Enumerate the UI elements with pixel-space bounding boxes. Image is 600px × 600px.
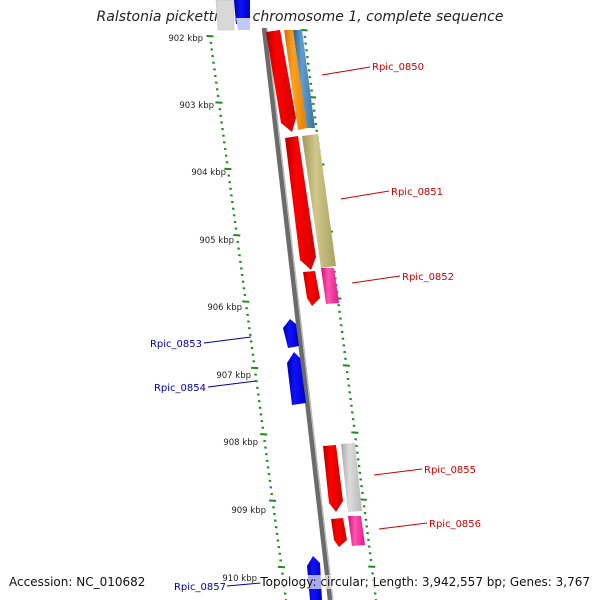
label-rpic-0851[interactable]: Rpic_0851 — [391, 187, 443, 198]
gene-labels: Rpic_0850 Rpic_0851 Rpic_0852 Rpic_0853 … — [150, 62, 481, 593]
chromosome-backbone — [261, 27, 334, 600]
gene-rpic-0853[interactable] — [283, 319, 299, 348]
tick-label: 905 kbp — [199, 236, 234, 246]
top-partial-genes — [215, 0, 250, 31]
gene-rpic-0851[interactable] — [285, 134, 336, 270]
tick-label: 903 kbp — [179, 101, 214, 111]
label-leaders — [203, 66, 428, 587]
label-rpic-0852[interactable]: Rpic_0852 — [402, 272, 454, 283]
gene-rpic-0854[interactable] — [287, 352, 306, 405]
gene-rpic-0852[interactable] — [303, 268, 339, 306]
tick-label: 908 kbp — [223, 438, 258, 448]
accession-text: Accession: NC_010682 — [9, 575, 146, 589]
gene-rpic-0856[interactable] — [331, 516, 365, 547]
label-rpic-0856[interactable]: Rpic_0856 — [429, 519, 481, 530]
label-rpic-0857[interactable]: Rpic_0857 — [174, 582, 226, 593]
kbp-labels: 902 kbp 903 kbp 904 kbp 905 kbp 906 kbp … — [168, 34, 266, 584]
label-rpic-0855[interactable]: Rpic_0855 — [424, 465, 476, 476]
gene-rpic-0855[interactable] — [323, 443, 362, 512]
label-rpic-0853[interactable]: Rpic_0853 — [150, 339, 202, 350]
label-rpic-0850[interactable]: Rpic_0850 — [372, 62, 424, 73]
map-title: Ralstonia pickettii 12J chromosome 1, co… — [96, 9, 504, 25]
tick-label: 907 kbp — [216, 371, 251, 381]
gene-rpic-0850[interactable] — [266, 30, 315, 132]
tick-label: 906 kbp — [207, 303, 242, 313]
label-rpic-0854[interactable]: Rpic_0854 — [154, 383, 206, 394]
tick-label: 909 kbp — [231, 506, 266, 516]
genome-summary-text: Topology: circular; Length: 3,942,557 bp… — [260, 575, 590, 589]
tick-label: 904 kbp — [191, 168, 226, 178]
tick-label: 910 kbp — [222, 574, 257, 584]
tick-label: 902 kbp — [168, 34, 203, 44]
